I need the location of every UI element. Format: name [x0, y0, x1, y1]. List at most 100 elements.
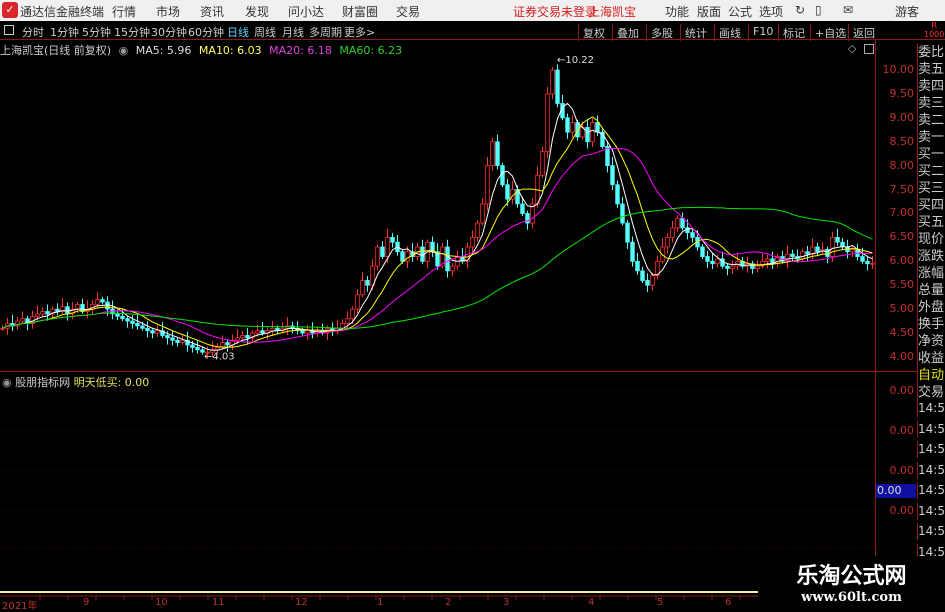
- candle-body: [485, 165, 490, 205]
- quote-field-label: 卖二: [917, 112, 945, 129]
- candle-body: [35, 313, 40, 317]
- candle-body: [540, 150, 545, 176]
- tool-button[interactable]: 返回: [848, 24, 879, 41]
- menu-function[interactable]: 功能: [665, 5, 690, 19]
- menu-options[interactable]: 选项: [759, 5, 784, 19]
- candle-body: [545, 93, 550, 152]
- price-axis-label: 9.50: [889, 86, 915, 100]
- candle-body: [370, 265, 375, 286]
- tool-button[interactable]: 画线: [714, 24, 745, 41]
- menu-quotes[interactable]: 行情: [112, 5, 137, 19]
- refresh-icon[interactable]: ↻: [795, 3, 806, 17]
- time-axis-label: 2: [445, 597, 452, 608]
- quote-field-label: 收益: [917, 350, 945, 367]
- ma60-line: [2, 206, 873, 329]
- tool-button[interactable]: 复权: [578, 24, 609, 41]
- tool-button[interactable]: 叠加: [612, 24, 643, 41]
- candle-body: [355, 294, 360, 310]
- candle-body: [530, 203, 535, 224]
- quote-field-label: 现价: [917, 231, 945, 248]
- phone-icon[interactable]: ▯: [815, 3, 822, 17]
- menu-wenxiaoda[interactable]: 问小达: [288, 5, 325, 19]
- period-5min[interactable]: 5分钟: [82, 26, 111, 39]
- period-60min[interactable]: 60分钟: [188, 26, 224, 39]
- period-tick[interactable]: 分时: [22, 26, 44, 39]
- quote-field-label: 卖三: [917, 95, 945, 112]
- candle-body: [165, 335, 170, 339]
- indicator-axis-label: 0.00: [889, 464, 915, 477]
- candle-body: [590, 122, 595, 143]
- candle-body: [155, 330, 160, 334]
- quote-field-label: 买二: [917, 163, 945, 180]
- price-axis-label: 5.50: [889, 278, 915, 292]
- tool-button[interactable]: +自选: [810, 24, 850, 41]
- menu-discover[interactable]: 发现: [245, 5, 270, 19]
- menu-trade[interactable]: 交易: [396, 5, 421, 19]
- menu-news[interactable]: 资讯: [200, 5, 225, 19]
- period-30min[interactable]: 30分钟: [151, 26, 187, 39]
- candle-body: [765, 258, 770, 262]
- candle-body: [520, 203, 525, 214]
- candle-body: [0, 327, 5, 330]
- candle-body: [100, 299, 105, 303]
- quote-field-label: 净资: [917, 333, 945, 350]
- tool-button[interactable]: 统计: [680, 24, 711, 41]
- period-1min[interactable]: 1分钟: [50, 26, 79, 39]
- candle-body: [500, 165, 505, 186]
- candle-body: [675, 217, 680, 229]
- candle-body: [680, 217, 685, 229]
- login-status[interactable]: 证券交易未登录: [513, 5, 598, 19]
- menu-layout[interactable]: 版面: [697, 5, 722, 19]
- period-monthly[interactable]: 月线: [282, 26, 304, 39]
- time-axis-label: 6: [725, 597, 732, 608]
- quote-field-label: 14:56: [917, 523, 945, 540]
- candle-body: [375, 246, 380, 267]
- sidebar-toggle-icon[interactable]: [4, 25, 14, 35]
- tool-button[interactable]: F10: [748, 24, 777, 41]
- menu-formula[interactable]: 公式: [728, 5, 753, 19]
- axis-divider: [875, 40, 876, 609]
- candle-body: [380, 246, 385, 257]
- candle-body: [585, 126, 590, 143]
- price-axis-label: 8.00: [889, 158, 915, 172]
- candle-body: [730, 265, 735, 269]
- tool-button[interactable]: 标记: [778, 24, 809, 41]
- tool-button[interactable]: 多股: [646, 24, 677, 41]
- period-weekly[interactable]: 周线: [254, 26, 276, 39]
- candle-body: [525, 213, 530, 224]
- menu-wealth[interactable]: 财富圈: [342, 5, 379, 19]
- price-axis-label: 7.50: [889, 182, 915, 196]
- collapse-icon[interactable]: ◉: [118, 44, 129, 57]
- period-multi[interactable]: 多周期: [309, 26, 342, 39]
- ma10-value: MA10: 6.03: [198, 44, 262, 57]
- candle-body: [75, 303, 80, 310]
- message-icon[interactable]: ✉: [843, 3, 854, 17]
- panel-toggle-icon[interactable]: [864, 44, 874, 54]
- chart-info-bar: 上海凯宝(日线 前复权) ◉ MA5: 5.96 MA10: 6.03 MA20…: [0, 42, 406, 58]
- diamond-icon[interactable]: ◇: [848, 42, 857, 55]
- candle-body: [710, 260, 715, 265]
- candle-body: [45, 311, 50, 315]
- candle-body: [790, 253, 795, 257]
- period-more[interactable]: 更多>: [344, 26, 376, 39]
- candle-body: [505, 184, 510, 200]
- period-toolbar: 分时 1分钟 5分钟 15分钟 30分钟 60分钟 日线 周线 月线 多周期 更…: [0, 21, 945, 41]
- candle-body: [750, 263, 755, 269]
- candle-body: [650, 275, 655, 286]
- candle-body: [440, 246, 445, 267]
- menu-market[interactable]: 市场: [156, 5, 181, 19]
- user-label[interactable]: 游客: [895, 5, 920, 19]
- time-axis-label: 2021年: [2, 601, 38, 612]
- candle-body: [870, 262, 875, 265]
- quote-field-label: 总量: [917, 282, 945, 299]
- candle-body: [245, 335, 250, 339]
- candle-body: [600, 131, 605, 147]
- period-daily[interactable]: 日线: [227, 26, 249, 39]
- period-15min[interactable]: 15分钟: [114, 26, 150, 39]
- r-badge: R 1000: [924, 21, 945, 39]
- candle-body: [200, 349, 205, 353]
- indicator-collapse-icon[interactable]: ◉: [2, 376, 12, 389]
- price-axis-label: 6.50: [889, 230, 915, 244]
- quote-field-label: 交易: [917, 384, 945, 401]
